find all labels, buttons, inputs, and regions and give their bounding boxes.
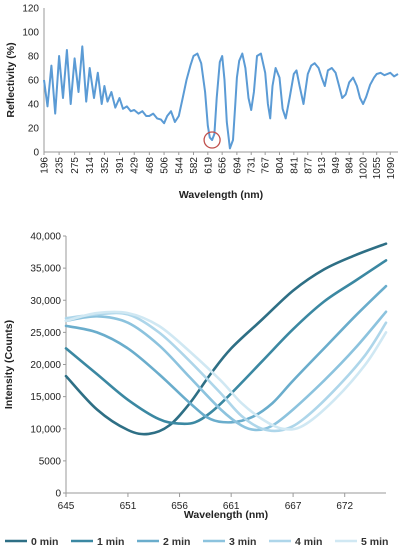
top-x-tick-label: 1090 xyxy=(386,157,397,180)
intensity-series-line xyxy=(64,310,388,431)
top-x-axis-title: Wavelength (nm) xyxy=(179,189,263,201)
top-x-tick-label: 731 xyxy=(247,157,258,174)
bottom-y-tick-label: 15,000 xyxy=(30,392,61,403)
bottom-x-tick-label: 672 xyxy=(336,501,353,512)
top-x-tick-label: 1020 xyxy=(359,157,370,180)
legend-label: 2 min xyxy=(163,536,190,548)
top-x-tick-label: 949 xyxy=(331,157,342,174)
top-x-tick-label: 694 xyxy=(232,157,243,174)
top-y-tick-label: 40 xyxy=(28,100,40,111)
top-x-tick-label: 1055 xyxy=(372,157,383,180)
top-x-tick-label: 913 xyxy=(317,157,328,174)
top-x-tick-label: 877 xyxy=(303,157,314,174)
top-y-tick-label: 0 xyxy=(33,148,39,159)
top-x-tick-label: 235 xyxy=(55,157,66,174)
bottom-x-tick-label: 656 xyxy=(171,501,188,512)
top-x-tick-label: 275 xyxy=(70,157,81,174)
bottom-x-tick-label: 667 xyxy=(285,501,302,512)
legend-label: 5 min xyxy=(361,536,388,548)
top-x-tick-label: 619 xyxy=(203,157,214,174)
top-x-tick-label: 841 xyxy=(289,157,300,174)
bottom-x-tick-label: 661 xyxy=(223,501,240,512)
bottom-y-tick-label: 35,000 xyxy=(30,264,61,275)
top-x-tick-label: 767 xyxy=(261,157,272,174)
top-x-tick-label: 196 xyxy=(40,157,51,174)
bottom-y-tick-label: 20,000 xyxy=(30,360,61,371)
bottom-x-axis-title: Wavelength (nm) xyxy=(184,509,268,521)
top-x-tick-label: 352 xyxy=(100,157,111,174)
legend-label: 0 min xyxy=(31,536,58,548)
bottom-y-axis-title: Intensity (Counts) xyxy=(3,320,15,409)
top-y-tick-label: 20 xyxy=(28,124,40,135)
top-x-tick-label: 544 xyxy=(174,157,185,174)
intensity-series-line xyxy=(64,284,388,424)
highlight-circle-marker xyxy=(203,131,221,149)
top-y-tick-label: 120 xyxy=(22,4,39,15)
reflectivity-series-line xyxy=(43,45,399,150)
top-x-tick-label: 429 xyxy=(130,157,141,174)
bottom-y-tick-label: 0 xyxy=(55,489,61,500)
top-y-tick-label: 60 xyxy=(28,76,40,87)
bottom-x-tick-label: 645 xyxy=(58,501,75,512)
top-x-tick-label: 984 xyxy=(345,157,356,174)
top-x-tick-label: 314 xyxy=(85,157,96,174)
bottom-x-tick-label: 651 xyxy=(120,501,137,512)
top-x-tick-label: 506 xyxy=(160,157,171,174)
top-x-tick-label: 656 xyxy=(218,157,229,174)
intensity-series-line xyxy=(64,259,388,426)
bottom-y-tick-label: 5000 xyxy=(39,456,62,467)
bottom-y-tick-label: 40,000 xyxy=(30,232,61,243)
intensity-series-line xyxy=(64,310,388,432)
intensity-series-line xyxy=(64,242,388,436)
legend-label: 3 min xyxy=(229,536,256,548)
bottom-y-tick-label: 10,000 xyxy=(30,424,61,435)
bottom-y-tick-label: 30,000 xyxy=(30,296,61,307)
top-x-tick-label: 582 xyxy=(189,157,200,174)
top-x-tick-label: 804 xyxy=(275,157,286,174)
legend-label: 4 min xyxy=(295,536,322,548)
legend-label: 1 min xyxy=(97,536,124,548)
top-x-tick-label: 468 xyxy=(145,157,156,174)
top-y-tick-label: 100 xyxy=(22,28,39,39)
top-y-tick-label: 80 xyxy=(28,52,40,63)
bottom-y-tick-label: 25,000 xyxy=(30,328,61,339)
top-y-axis-title: Reflectivity (%) xyxy=(5,42,17,117)
top-x-tick-label: 391 xyxy=(115,157,126,174)
